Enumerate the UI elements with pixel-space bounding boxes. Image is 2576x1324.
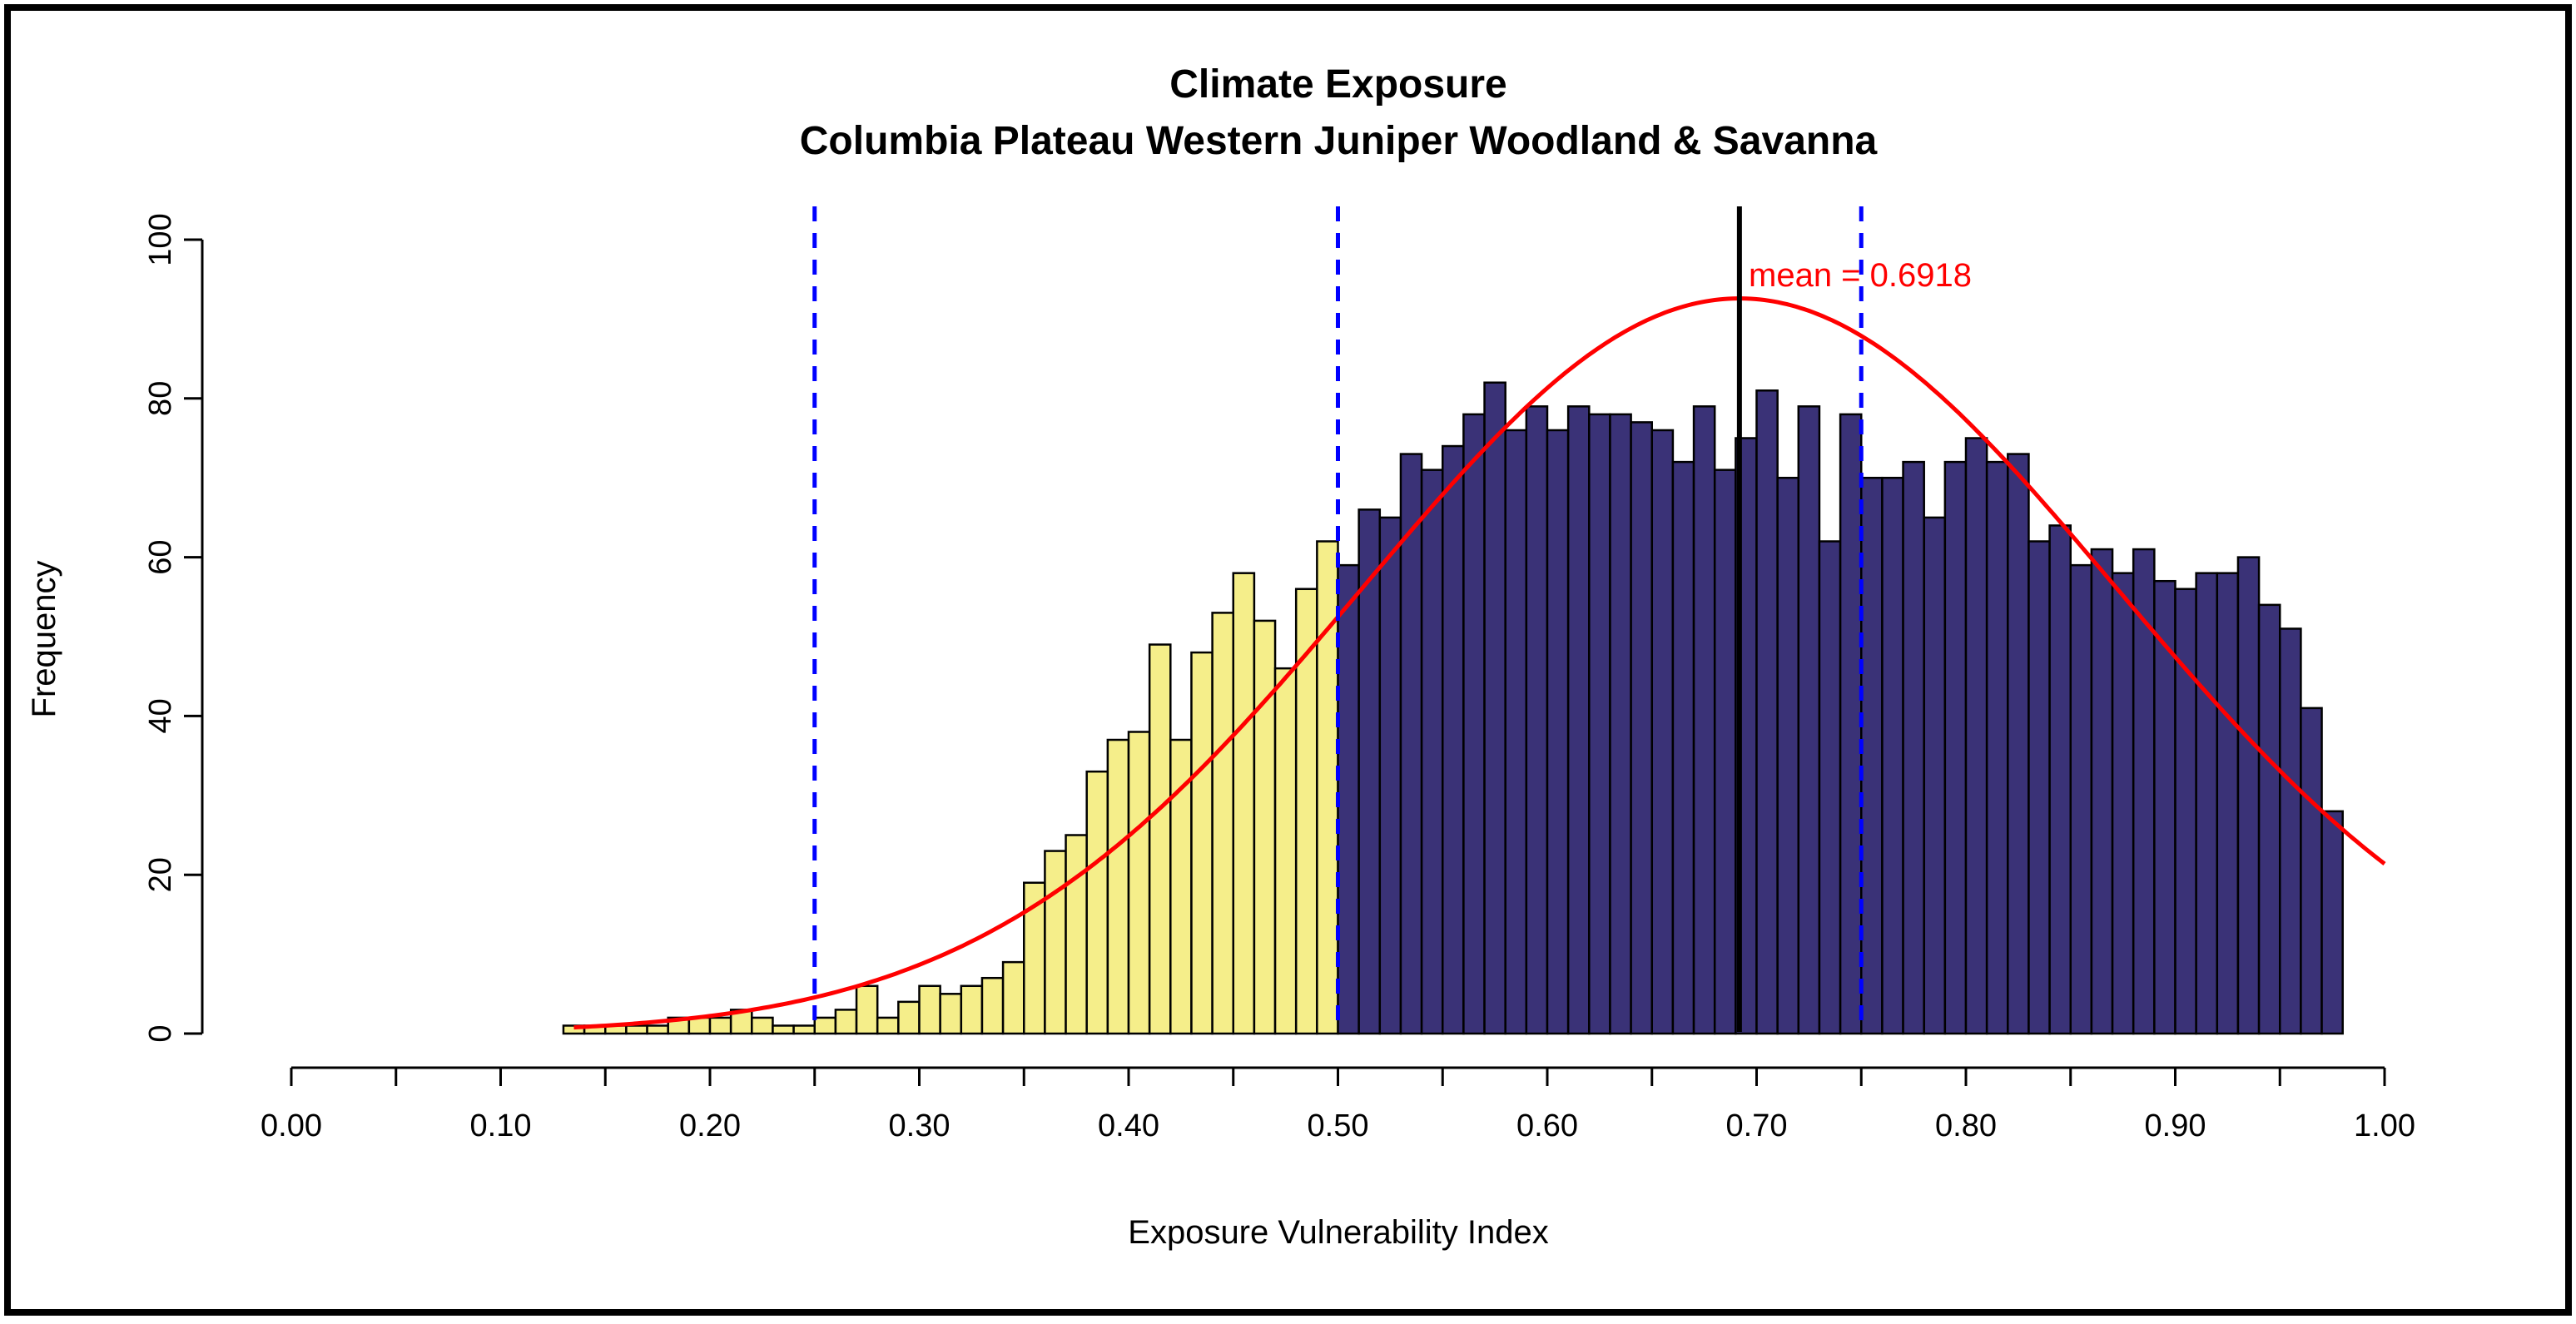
x-tick-label: 0.20 [679,1108,741,1143]
histogram-bar [855,984,879,1035]
y-tick-label: 0 [143,1024,178,1042]
histogram-bar [2069,563,2093,1035]
histogram-bar [2153,579,2176,1035]
histogram-bar [625,1024,648,1035]
histogram-bar [1776,476,1800,1035]
histogram-bar [1232,572,1256,1035]
histogram-bar [1902,460,1925,1035]
histogram-bar [918,984,941,1035]
histogram-bar [1692,405,1716,1035]
x-tick-label: 0.90 [2145,1108,2206,1143]
x-axis-label: Exposure Vulnerability Index [1128,1214,1548,1251]
histogram-bar [1860,476,1884,1035]
histogram-bar [2195,572,2219,1035]
histogram-bar [1797,405,1821,1035]
y-tick-label: 20 [143,857,178,892]
histogram-bar [1337,563,1360,1035]
histogram-bar [1442,444,1465,1035]
histogram-bar [1065,834,1088,1035]
histogram-bar [2007,453,2030,1035]
histogram-bar [708,1016,732,1035]
histogram-bar [1650,429,1675,1035]
histogram-bar [1273,667,1298,1035]
histogram-bar [1881,476,1904,1035]
histogram-bar [2048,524,2072,1035]
y-tick-label: 40 [143,698,178,733]
histogram-bar [2279,627,2302,1035]
histogram-bar [1190,651,1214,1035]
chart-subtitle: Columbia Plateau Western Juniper Woodlan… [800,119,1878,163]
histogram-bar [1148,643,1172,1035]
histogram-bar [1316,540,1339,1035]
x-tick-label: 1.00 [2354,1108,2415,1143]
histogram-bar [813,1016,837,1035]
histogram-bar [646,1024,669,1035]
y-axis-label: Frequency [26,561,62,718]
histogram-bar [960,984,984,1035]
histogram-bar [1525,405,1549,1035]
histogram-bar [1420,469,1444,1035]
histogram-bar [1483,381,1506,1035]
histogram-bar [1253,619,1277,1035]
x-tick-label: 0.40 [1098,1108,1159,1143]
histogram-bar [2236,556,2261,1035]
histogram-bar [2320,810,2344,1035]
histogram-bar [792,1024,816,1035]
x-tick-label: 0.70 [1726,1108,1788,1143]
histogram-bar [2111,572,2135,1035]
histogram-bar [1462,413,1486,1035]
histogram-bar [1211,612,1234,1035]
x-tick-label: 0.10 [470,1108,532,1143]
histogram-bar [2028,540,2051,1035]
histogram-bar [1566,405,1591,1035]
histogram-bar [1044,850,1067,1035]
histogram-bar [1713,469,1737,1035]
histogram-bar [1671,460,1695,1035]
histogram-bar [2216,572,2240,1035]
histogram-bar [2090,548,2114,1035]
histogram-bar [834,1009,858,1035]
histogram-bar [1504,429,1528,1035]
histogram-bar [751,1016,774,1035]
histogram-bar [1106,738,1130,1035]
histogram-bar [1399,453,1423,1035]
histogram-bar [2300,707,2323,1035]
x-tick-label: 0.30 [889,1108,950,1143]
chart-title: Climate Exposure [1169,62,1506,107]
histogram-bar [939,993,963,1035]
histogram-bar [897,1000,921,1035]
normal-curve [573,296,2386,1030]
histogram-bar [1378,516,1402,1035]
histogram-bar [876,1016,900,1035]
histogram-bar [1630,421,1653,1035]
histogram-bar [1609,413,1632,1035]
histogram-bar [1839,413,1863,1035]
y-tick-label: 60 [143,539,178,574]
histogram-bar [2174,588,2197,1035]
x-tick-label: 0.60 [1516,1108,1578,1143]
histogram-bar [1964,437,1988,1035]
histogram-bar [1818,540,1842,1035]
histogram-bar [1985,460,2009,1035]
histogram-bar [1755,389,1779,1035]
histogram-bar [1923,516,1947,1035]
histogram-bar [1357,508,1382,1035]
histogram-bar [2257,603,2281,1035]
x-tick-label: 0.00 [261,1108,322,1143]
histogram-bar [1085,770,1109,1035]
histogram-bar [772,1024,795,1035]
y-tick-label: 100 [143,213,178,265]
histogram-bar [1127,731,1151,1035]
histogram-bar [1588,413,1611,1035]
mean-annotation: mean = 0.6918 [1749,257,1972,294]
y-tick-label: 80 [143,381,178,416]
histogram-bar [1943,460,1968,1035]
histogram-bar [1546,429,1570,1035]
x-tick-label: 0.80 [1935,1108,1997,1143]
x-tick-label: 0.50 [1308,1108,1369,1143]
histogram-bar [980,976,1005,1035]
histogram-bar [1001,960,1025,1035]
